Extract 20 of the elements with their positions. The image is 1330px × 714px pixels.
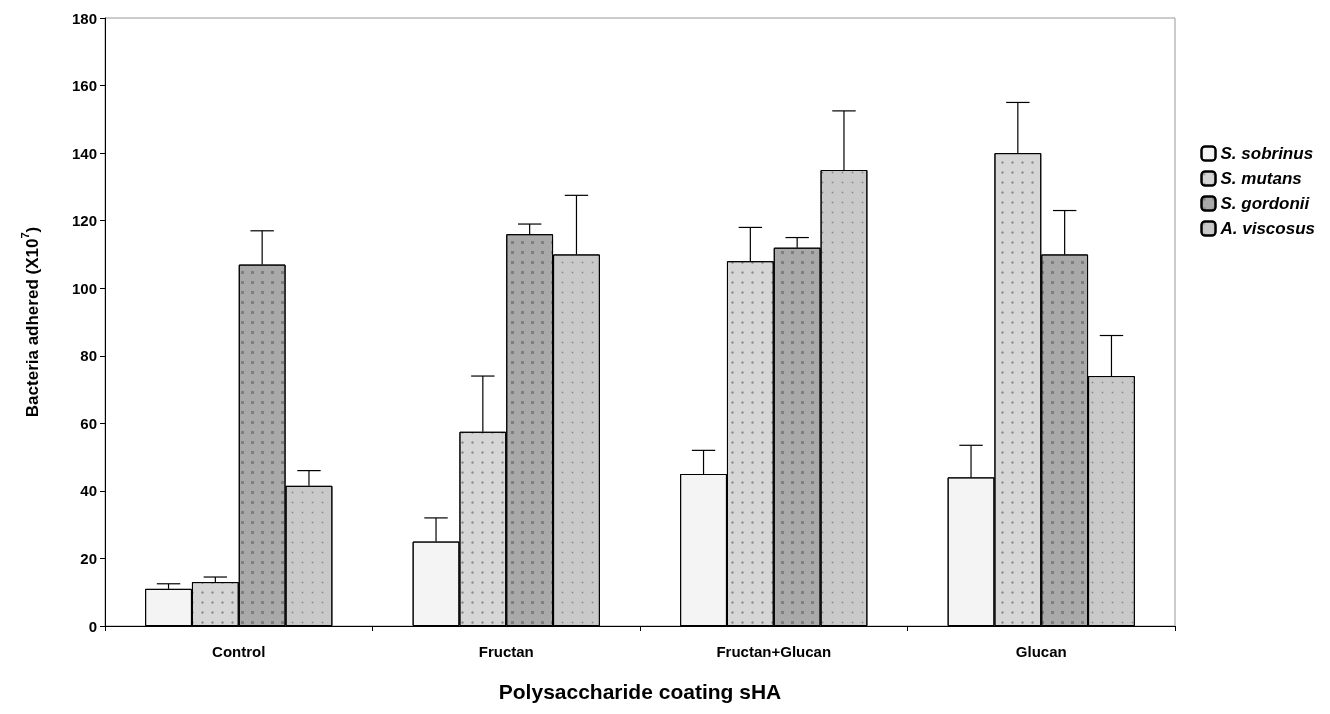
y-tick-label: 40 (80, 482, 97, 500)
legend-label: S. gordonii (1220, 194, 1311, 213)
x-tick-label: Fructan (478, 643, 534, 660)
x-tick-label: Fructan+Glucan (716, 643, 832, 660)
y-tick-label: 20 (80, 549, 97, 567)
y-tick-label: 120 (71, 212, 97, 230)
y-tick-label: 100 (71, 279, 97, 297)
y-tick-label: 60 (80, 414, 97, 432)
y-axis-title: Bacteria adhered (X107) (18, 226, 42, 418)
x-tick-label: Glucan (1015, 643, 1067, 660)
y-tick-label: 80 (80, 347, 97, 365)
legend-label: S. mutans (1220, 169, 1302, 188)
y-tick-label: 160 (71, 77, 97, 95)
y-tick-label: 180 (71, 9, 97, 27)
legend-label: S. sobrinus (1220, 144, 1314, 163)
y-tick-label: 140 (71, 144, 97, 162)
x-axis-title: Polysaccharide coating sHA (498, 680, 782, 703)
x-tick-label: Control (212, 643, 266, 660)
y-tick-label: 0 (88, 617, 97, 635)
legend-label: A. viscosus (1219, 219, 1316, 238)
